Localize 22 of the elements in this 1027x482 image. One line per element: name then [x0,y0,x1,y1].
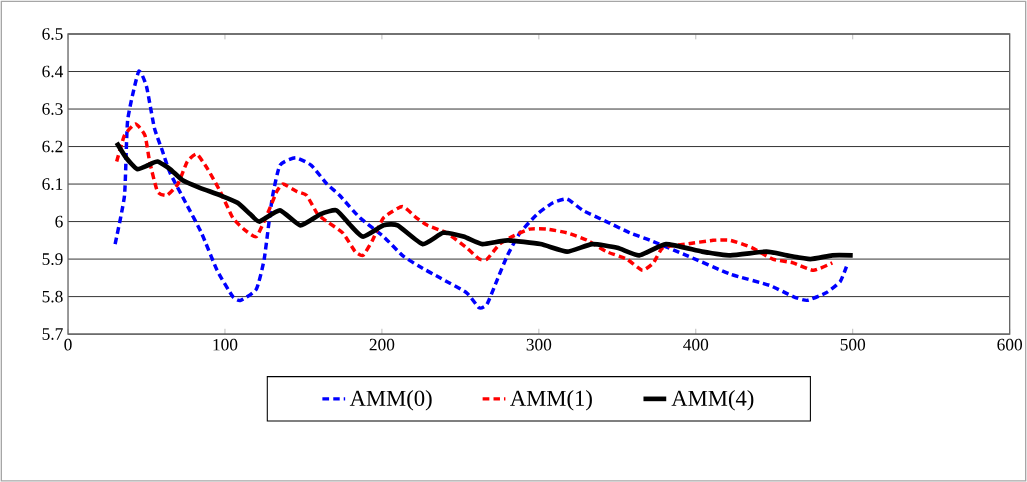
x-tick-label: 300 [526,338,552,351]
line-series [114,140,856,262]
y-tick-label: 6.2 [42,140,63,153]
y-tick-label: 5.9 [42,253,63,265]
y-tick-label: 5.7 [42,328,63,340]
x-tick-label: 500 [840,338,866,351]
y-tick-label: 5.8 [42,290,63,303]
y-tick-label: 6.3 [42,103,63,115]
legend-label: AMM(4) [671,389,754,411]
legend-label: AMM(0) [349,389,432,411]
x-tick-label: 600 [997,338,1023,351]
legend-label: AMM(1) [510,389,592,411]
x-tick-label: 0 [64,338,72,351]
y-tick-label: 6.4 [42,65,64,78]
line-series [114,122,835,272]
x-tick-label: 200 [369,338,395,351]
y-tick-label: 6.5 [42,28,63,40]
y-tick-label: 6.1 [42,178,63,190]
line-series [113,69,849,310]
x-tick-label: 400 [683,338,709,351]
y-tick-label: 6 [55,215,63,228]
x-tick-label: 100 [213,338,238,351]
